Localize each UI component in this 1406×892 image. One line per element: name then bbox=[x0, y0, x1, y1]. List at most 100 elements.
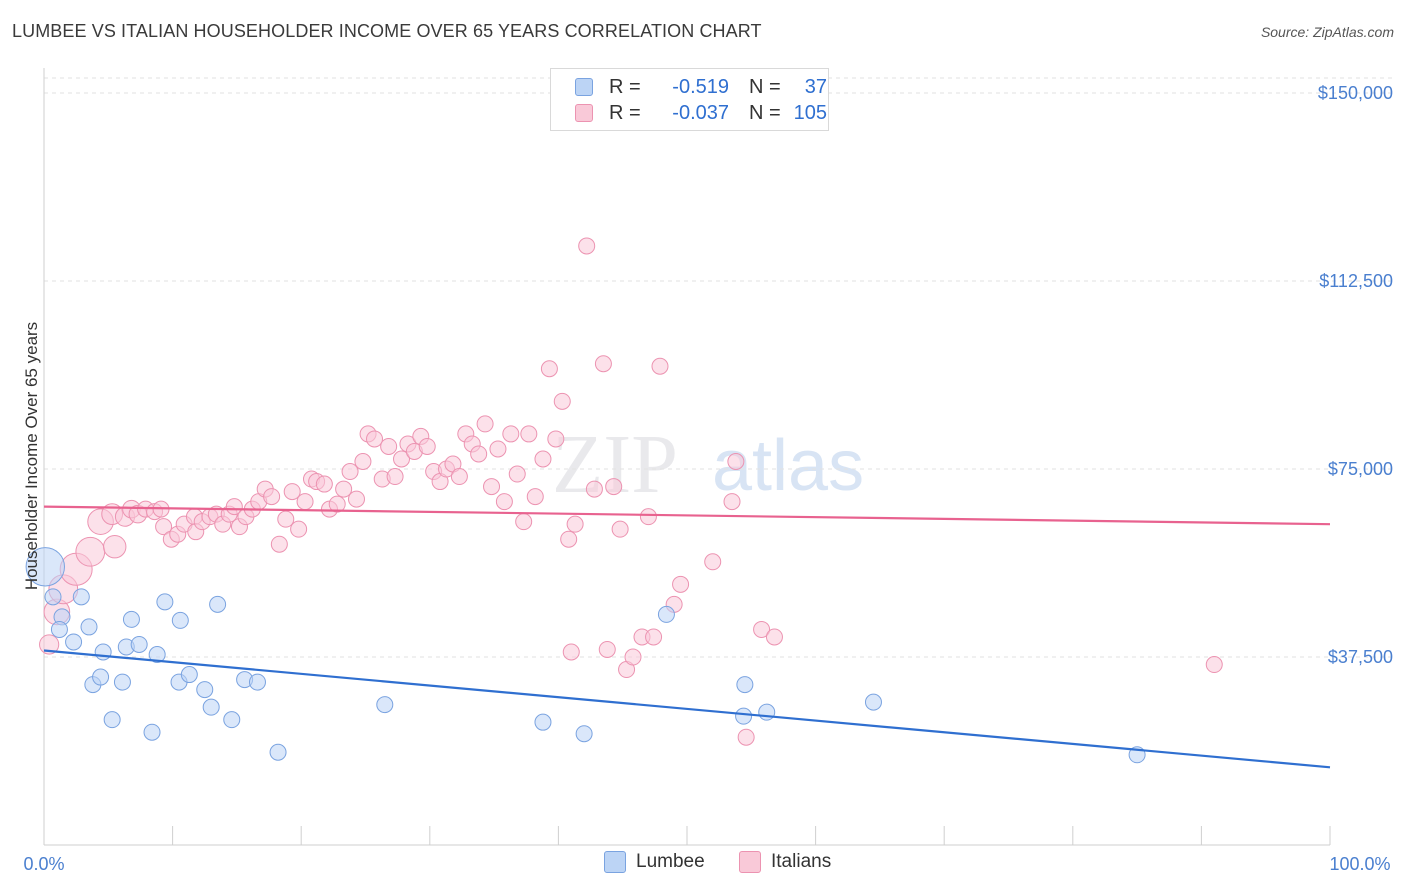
italians-point bbox=[639, 508, 657, 526]
bottom-legend-label-italians: Italians bbox=[771, 851, 832, 872]
italians-point bbox=[704, 553, 722, 571]
italians-point bbox=[470, 445, 488, 463]
italians-point bbox=[598, 640, 616, 658]
trend-lines bbox=[43, 505, 1331, 769]
italians-point bbox=[534, 450, 552, 468]
lumbee-point bbox=[736, 676, 754, 694]
italians-point bbox=[723, 493, 741, 511]
italians-point bbox=[515, 513, 533, 531]
italians-point bbox=[578, 237, 596, 255]
lumbee-point bbox=[575, 725, 593, 743]
italians-point bbox=[450, 468, 468, 486]
italians-point bbox=[553, 392, 571, 410]
italians-point bbox=[483, 478, 501, 496]
italians-point bbox=[594, 355, 612, 373]
italians-point bbox=[624, 648, 642, 666]
lumbee-point bbox=[248, 673, 266, 691]
lumbee-point bbox=[758, 703, 776, 721]
italians-point bbox=[39, 634, 60, 655]
italians-point bbox=[727, 453, 745, 470]
italians-point bbox=[296, 493, 314, 511]
legend-r-value: -0.037 bbox=[672, 101, 729, 124]
italians-point bbox=[328, 495, 346, 513]
italians-point bbox=[263, 488, 281, 506]
italians-point bbox=[651, 357, 669, 375]
legend-row-italians: R = -0.037 N = 105 bbox=[575, 101, 827, 125]
legend-n-label: N = bbox=[749, 75, 781, 98]
grid-lines bbox=[44, 77, 1395, 658]
italians-point bbox=[290, 520, 308, 538]
bottom-legend-lumbee: Lumbee bbox=[604, 851, 705, 873]
italians-point bbox=[393, 450, 411, 468]
italians-point bbox=[560, 530, 578, 548]
lumbee-point bbox=[25, 547, 65, 587]
lumbee-point bbox=[171, 611, 189, 629]
legend-n-value: 37 bbox=[804, 75, 827, 98]
italians-point bbox=[526, 488, 544, 506]
lumbee-point bbox=[223, 711, 241, 729]
legend-row-lumbee: R = -0.519 N = 37 bbox=[575, 75, 827, 99]
bottom-legend-label-lumbee: Lumbee bbox=[636, 851, 705, 872]
bottom-legend-swatch-italians bbox=[739, 851, 761, 873]
lumbee-point bbox=[376, 696, 394, 714]
lumbee-point bbox=[103, 711, 121, 729]
italians-point bbox=[753, 620, 771, 638]
italians-point bbox=[540, 360, 558, 378]
italians-point bbox=[645, 628, 663, 646]
italians-point bbox=[737, 728, 755, 746]
italians-point bbox=[366, 430, 384, 448]
lumbee-point bbox=[534, 713, 552, 731]
lumbee-point bbox=[113, 673, 131, 691]
lumbee-point bbox=[657, 605, 675, 623]
italians-point bbox=[495, 493, 513, 511]
italians-point bbox=[225, 498, 243, 516]
italians-point bbox=[155, 518, 173, 536]
italians-point bbox=[315, 475, 333, 493]
x-tick-label: 0.0% bbox=[23, 854, 64, 874]
italians-point bbox=[75, 536, 106, 567]
lumbee-point bbox=[50, 620, 68, 638]
lumbee-point bbox=[80, 618, 98, 636]
lumbee-point bbox=[156, 593, 174, 611]
italians-point bbox=[277, 510, 295, 528]
italians-point bbox=[489, 440, 507, 458]
chart-source: Source: ZipAtlas.com bbox=[1260, 24, 1394, 40]
lumbee-point bbox=[92, 668, 110, 686]
legend-swatch-italians bbox=[575, 104, 593, 122]
italians-point bbox=[520, 425, 538, 443]
lumbee-trend-line bbox=[43, 649, 1331, 769]
lumbee-point bbox=[65, 633, 83, 651]
watermark-zip: ZIP bbox=[552, 418, 678, 511]
legend: R = -0.519 N = 37 R = -0.037 N = 105 bbox=[550, 68, 829, 131]
italians-point bbox=[502, 425, 520, 443]
italians-point bbox=[283, 483, 301, 501]
italians-point bbox=[547, 430, 565, 448]
lumbee-point bbox=[122, 610, 140, 628]
lumbee-point bbox=[209, 595, 227, 613]
axes bbox=[43, 68, 1331, 846]
legend-swatch-lumbee bbox=[575, 78, 593, 96]
lumbee-point bbox=[143, 723, 161, 741]
italians-point bbox=[605, 478, 623, 496]
italians-trend-line bbox=[43, 505, 1331, 526]
italians-point bbox=[476, 415, 494, 433]
bottom-legend-swatch-lumbee bbox=[604, 851, 626, 873]
legend-r-label: R = bbox=[609, 101, 641, 124]
y-tick-label: $112,500 bbox=[1319, 271, 1393, 291]
lumbee-point bbox=[202, 698, 220, 716]
italians-point bbox=[380, 437, 398, 455]
y-tick-label: $75,000 bbox=[1328, 459, 1393, 479]
italians-point bbox=[347, 490, 365, 508]
y-tick-label: $150,000 bbox=[1318, 83, 1393, 103]
lumbee-point bbox=[44, 588, 62, 606]
lumbee-point bbox=[269, 743, 287, 761]
italians-point bbox=[386, 468, 404, 486]
italians-point bbox=[611, 520, 629, 538]
lumbee-point bbox=[196, 681, 214, 699]
lumbee-point bbox=[735, 707, 753, 725]
italians-point bbox=[341, 463, 359, 481]
italians-point bbox=[418, 437, 436, 455]
italians-point bbox=[1205, 656, 1223, 674]
bottom-legend-italians: Italians bbox=[739, 851, 831, 873]
lumbee-point bbox=[180, 666, 198, 684]
